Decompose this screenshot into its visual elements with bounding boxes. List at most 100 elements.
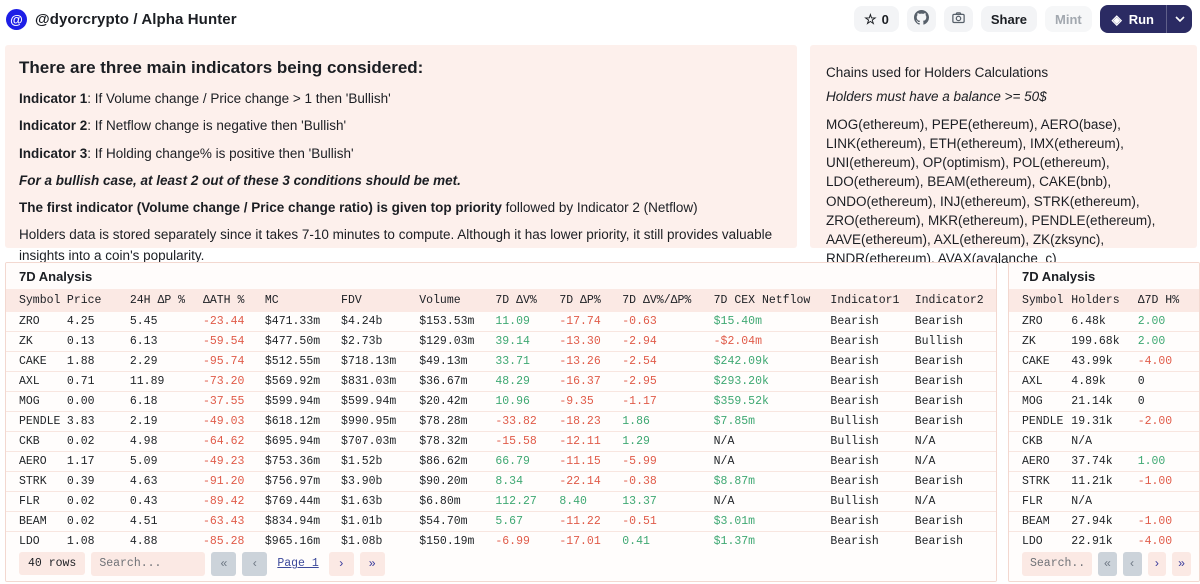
run-button-group: ◈ Run: [1099, 5, 1192, 33]
table-cell: 0.39: [66, 471, 130, 492]
table-cell: 66.79: [495, 451, 560, 472]
column-header[interactable]: Symbol: [6, 289, 67, 312]
github-icon: [913, 10, 929, 28]
first-page-button[interactable]: «: [211, 551, 237, 576]
prev-page-button[interactable]: ‹: [242, 551, 268, 576]
table-cell: -2.54: [622, 351, 714, 372]
table-cell: 6.18: [129, 391, 203, 412]
star-icon: ☆: [864, 11, 877, 27]
table-row: ZK 199.68k 2.00: [1009, 331, 1199, 352]
table-cell: MOG: [6, 391, 67, 412]
holders-search-input[interactable]: [1022, 551, 1092, 576]
table-cell: $49.13m: [419, 351, 496, 372]
table-cell: 112.27: [495, 491, 560, 512]
table-cell: 2.29: [129, 351, 203, 372]
run-options-button[interactable]: [1166, 5, 1192, 33]
table-cell: -4.00: [1137, 351, 1199, 372]
main-analysis-table: Symbol Price 24H ΔP % ΔATH % MC FDV Volume 7D Δ…: [6, 289, 996, 551]
notebook-title[interactable]: @dyorcrypto / Alpha Hunter: [35, 10, 237, 28]
table-cell: [1137, 491, 1199, 512]
holders-first-page-button[interactable]: «: [1098, 551, 1117, 576]
page-indicator-link[interactable]: Page 1: [277, 557, 319, 570]
table-row: BEAM 27.94k -1.00: [1009, 511, 1199, 532]
table-cell: -64.62: [202, 431, 265, 452]
table-cell: Bearish: [830, 451, 915, 472]
table-cell: $153.53m: [419, 315, 475, 328]
table-cell: Bearish: [830, 371, 915, 392]
table-row: CAKE 1.88 2.29 -95.74 $512.55m $718.13m $49.13…: [6, 351, 996, 372]
table-cell: AXL: [1009, 371, 1072, 392]
user-avatar[interactable]: @: [6, 8, 27, 30]
table-cell: -73.20: [202, 371, 265, 392]
table-cell: 5.67: [495, 511, 560, 532]
star-button[interactable]: ☆ 0: [854, 6, 899, 32]
table-cell: Bullish: [830, 411, 915, 432]
share-button[interactable]: Share: [980, 6, 1037, 32]
table-cell: 27.94k: [1071, 511, 1138, 532]
table-cell: $753.36m: [264, 451, 342, 472]
snapshot-button[interactable]: [943, 6, 973, 32]
column-header[interactable]: MC: [264, 289, 342, 312]
table-cell: -15.58: [495, 431, 560, 452]
column-header[interactable]: 7D ΔP%: [559, 289, 623, 312]
table-cell: $78.28m: [419, 411, 496, 432]
table-cell: AERO: [1009, 451, 1072, 472]
column-header[interactable]: Indicator2: [914, 289, 996, 312]
holders-last-page-button[interactable]: »: [1172, 551, 1191, 576]
table-cell: $90.20m: [419, 471, 496, 492]
last-page-button[interactable]: »: [359, 551, 385, 576]
table-cell: -59.54: [202, 331, 265, 352]
table-cell: Bearish: [914, 391, 996, 412]
next-page-button[interactable]: ›: [328, 551, 354, 576]
table-cell: Bearish: [830, 331, 915, 352]
table-cell: -1.00: [1137, 511, 1199, 532]
run-button[interactable]: ◈ Run: [1099, 5, 1166, 33]
table-cell: 39.14: [495, 331, 560, 352]
main-search-input[interactable]: [91, 551, 206, 576]
table-cell: Bearish: [914, 411, 996, 432]
table-cell: -37.55: [202, 391, 265, 412]
table-cell: Bearish: [914, 511, 996, 532]
table-cell: 1.88: [66, 351, 130, 372]
table-cell: 48.29: [495, 371, 560, 392]
column-header[interactable]: 24H ΔP %: [129, 289, 203, 312]
note-paragraphs: Indicator 1: If Volume change / Price ch…: [19, 89, 783, 266]
table-row: BEAM 0.02 4.51 -63.43 $834.94m $1.01b $54.70m 5…: [6, 511, 996, 532]
column-header[interactable]: Holders: [1071, 289, 1138, 312]
table-cell: 4.25: [66, 315, 95, 328]
column-header[interactable]: Δ7D H%: [1137, 289, 1199, 312]
column-header[interactable]: ΔATH %: [202, 289, 265, 312]
table-cell: Bearish: [830, 511, 915, 532]
mint-button[interactable]: Mint: [1045, 6, 1092, 32]
holders-prev-page-button[interactable]: ‹: [1122, 551, 1142, 576]
table-cell: -89.42: [202, 491, 265, 512]
github-button[interactable]: [906, 6, 936, 32]
column-header[interactable]: Price: [66, 289, 130, 312]
table-cell: 1.00: [1137, 451, 1199, 472]
table-cell: $293.20k: [713, 371, 831, 392]
table-cell: $359.52k: [713, 391, 831, 412]
column-header[interactable]: 7D CEX Netflow: [713, 289, 831, 312]
table-cell: -63.43: [202, 511, 265, 532]
table-cell: 6.48k: [1071, 315, 1106, 328]
column-header[interactable]: Volume: [419, 289, 496, 312]
table-cell: -0.38: [622, 471, 714, 492]
column-header[interactable]: FDV: [341, 289, 420, 312]
table-cell: BEAM: [1009, 511, 1072, 532]
table-row: AXL 0.71 11.89 -73.20 $569.92m $831.03m $36.67…: [6, 371, 996, 392]
table-cell: $707.03m: [341, 431, 420, 452]
table-cell: Bearish: [830, 391, 915, 412]
column-header[interactable]: 7D ΔV%/ΔP%: [622, 289, 714, 312]
table-cell: 4.89k: [1071, 371, 1138, 392]
column-header[interactable]: Indicator1: [830, 289, 915, 312]
column-header[interactable]: Symbol: [1009, 289, 1072, 312]
holders-next-page-button[interactable]: ›: [1147, 551, 1167, 576]
column-header[interactable]: 7D ΔV%: [495, 289, 560, 312]
holders-table: Symbol Holders Δ7D H% ZRO 6.48k 2.00 ZK 199.68k…: [1009, 289, 1199, 551]
table-cell: 0: [1137, 391, 1199, 412]
table-cell: ZK: [1009, 331, 1072, 352]
table-header-row: Symbol Price 24H ΔP % ΔATH % MC FDV Volume 7D Δ…: [6, 289, 996, 312]
table-cell: $36.67m: [419, 371, 496, 392]
chains-subtitle: Holders must have a balance >= 50$: [826, 89, 1047, 104]
table-cell: ZRO: [1022, 315, 1043, 328]
